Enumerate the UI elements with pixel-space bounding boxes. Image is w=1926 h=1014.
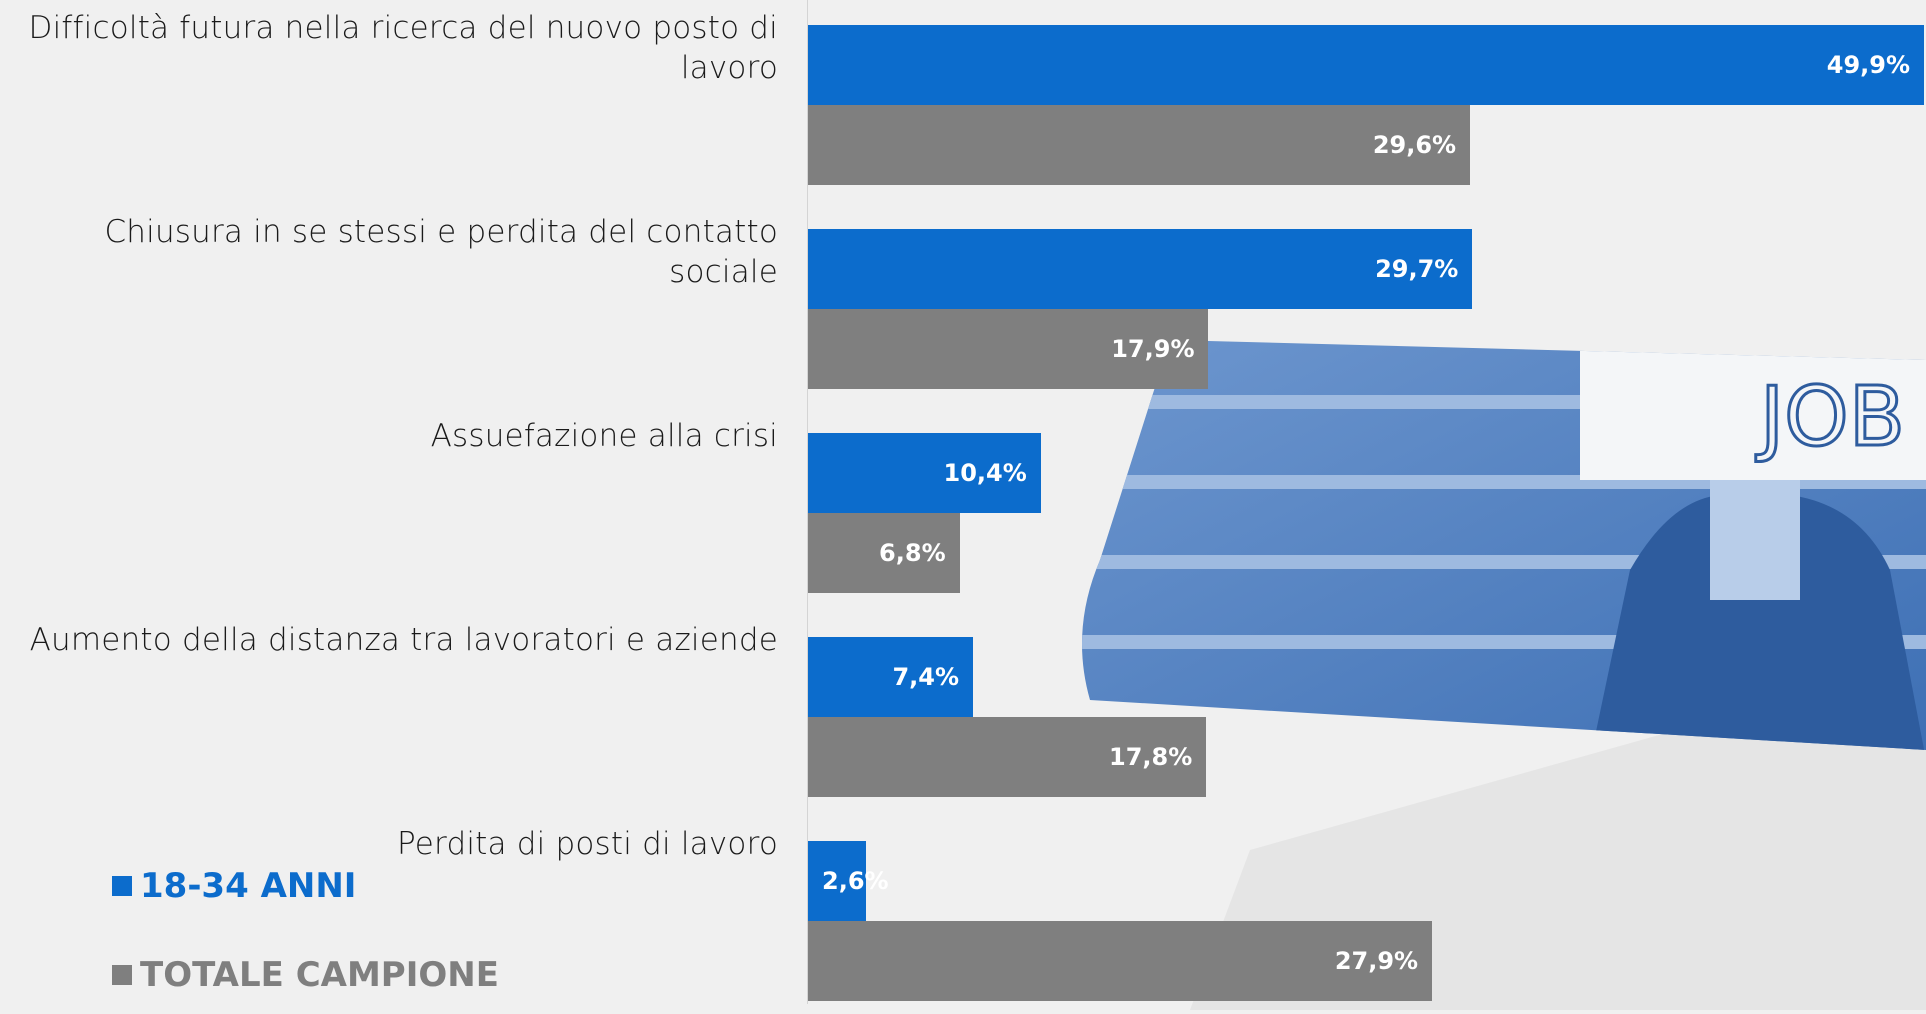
category-axis-line <box>807 0 808 1004</box>
category-label: Aumento della distanza tra lavoratori e … <box>29 622 778 658</box>
data-label: 6,8% <box>879 539 946 567</box>
bar-18-34 <box>808 637 974 717</box>
data-label: 17,9% <box>1111 335 1195 363</box>
bar-totale <box>808 309 1209 389</box>
job-sign-text: JOB <box>1755 370 1905 465</box>
data-label: 2,6% <box>822 867 889 895</box>
legend-swatch-18-34 <box>112 876 132 896</box>
data-label: 49,9% <box>1826 51 1911 79</box>
legend-label-totale: TOTALE CAMPIONE <box>140 955 499 995</box>
bar-18-34 <box>808 433 1041 513</box>
legend-item-totale: TOTALE CAMPIONE <box>112 955 499 995</box>
bar-totale <box>808 105 1470 185</box>
bar-18-34 <box>808 841 867 921</box>
data-label: 27,9% <box>1334 947 1419 975</box>
category-label: Perdita di posti di lavoro <box>396 826 778 862</box>
legend-label-18-34: 18-34 ANNI <box>140 866 357 906</box>
category-label: Difficoltà futura nella ricerca del nuov… <box>28 10 778 86</box>
data-label: 7,4% <box>892 663 960 691</box>
legend-item-18-34: 18-34 ANNI <box>112 866 356 906</box>
bar-18-34 <box>808 25 1924 105</box>
data-label: 29,7% <box>1375 255 1459 283</box>
legend-swatch-totale <box>112 965 132 985</box>
bar-totale <box>808 921 1432 1001</box>
category-label: Chiusura in se stessi e perdita del cont… <box>104 214 778 290</box>
data-label: 29,6% <box>1372 131 1457 159</box>
bar-18-34 <box>808 229 1473 309</box>
bar-totale <box>808 717 1206 797</box>
job-sign-photo: JOB <box>1070 330 1926 1010</box>
data-label: 10,4% <box>943 459 1027 487</box>
category-label: Assuefazione alla crisi <box>430 418 778 454</box>
data-label: 17,8% <box>1109 743 1193 771</box>
bar-totale <box>808 513 961 593</box>
